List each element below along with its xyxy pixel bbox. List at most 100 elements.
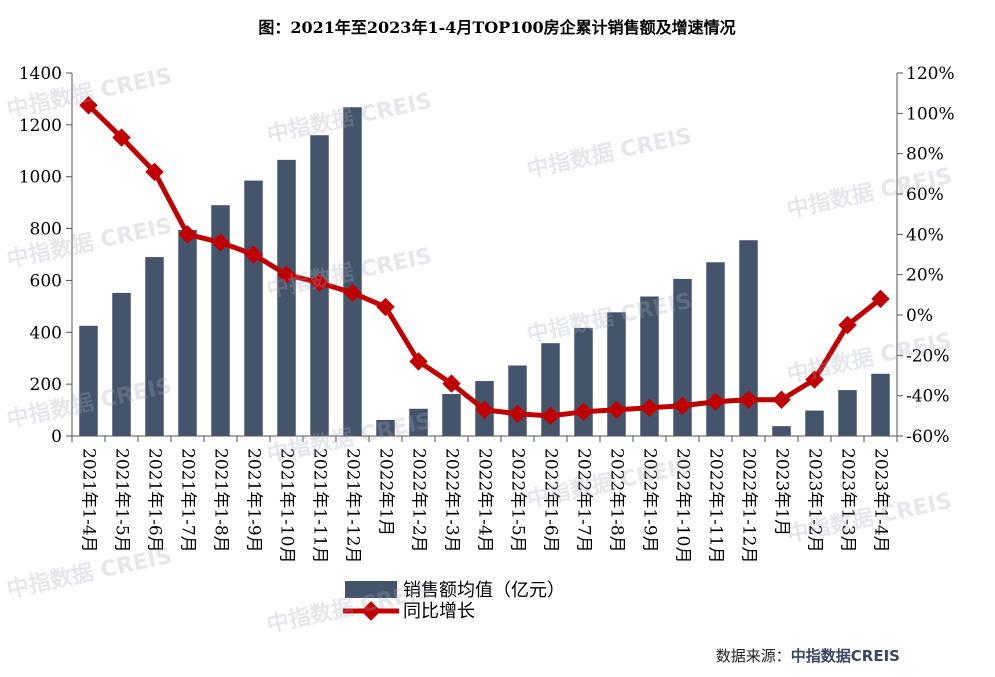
bar [772,426,791,436]
growth-marker [607,400,626,419]
x-tick-label: 2023年1-2月 [805,448,825,553]
legend-line-marker [361,601,381,621]
growth-marker [706,392,725,411]
x-tick-label: 2023年1-3月 [838,448,858,553]
growth-marker [376,297,395,317]
legend-line-label: 同比增长 [403,601,475,622]
x-tick-label: 2022年1-12月 [739,448,759,563]
source-brand: 中指数据CREIS [790,647,900,665]
bar [244,180,263,436]
left-tick-label: 600 [30,271,62,291]
x-tick-label: 2022年1-10月 [673,448,693,563]
x-tick-label: 2021年1-9月 [244,448,264,553]
left-tick-label: 1200 [19,116,62,136]
legend-bar-label: 销售额均值（亿元） [403,580,565,601]
bar [277,159,296,436]
x-tick-label: 2021年1-5月 [112,448,132,553]
bar [838,390,857,436]
right-tick-label: 20% [906,266,944,286]
bar [211,205,230,436]
growth-marker [112,128,131,147]
growth-marker [211,233,230,252]
bar [706,262,725,436]
right-tick-label: 120% [906,64,955,84]
bar [508,365,527,436]
growth-marker [673,396,692,415]
x-tick-label: 2022年1-11月 [706,448,726,563]
x-tick-label: 2021年1-4月 [79,448,99,553]
x-tick-label: 2022年1-6月 [541,448,561,553]
x-tick-label: 2022年1月 [376,448,396,536]
x-tick-label: 2022年1-2月 [409,448,429,553]
x-tick-label: 2022年1-4月 [475,448,495,553]
x-tick-label: 2022年1-5月 [508,448,528,553]
right-tick-label: 40% [906,225,944,245]
left-tick-label: 200 [30,375,62,395]
bar [640,296,659,436]
right-tick-label: 60% [906,185,944,205]
right-tick-label: 0% [906,306,933,326]
growth-marker [310,273,329,292]
growth-marker [343,283,362,303]
bar [112,292,131,436]
left-tick-label: 1000 [19,168,62,188]
growth-marker [805,370,824,389]
source-note: 数据来源：中指数据CREIS [716,645,900,666]
growth-marker [79,96,98,115]
left-tick-label: 0 [51,427,62,447]
right-tick-label: 100% [906,104,955,124]
x-tick-label: 2023年1-4月 [871,448,891,553]
bar [343,107,362,437]
bar [79,325,98,436]
growth-marker [574,402,593,421]
legend-bar-swatch [345,581,397,598]
growth-marker [772,390,791,409]
growth-marker [871,289,890,309]
x-tick-label: 2022年1-3月 [442,448,462,553]
growth-marker [541,406,560,426]
growth-marker [508,404,527,424]
x-tick-label: 2022年1-8月 [607,448,627,553]
growth-marker [277,265,296,284]
right-tick-label: 80% [906,145,944,165]
chart-title: 图：2021年至2023年1-4月TOP100房企累计销售额及增速情况 [258,18,735,37]
bar [442,393,461,436]
right-tick-label: -20% [906,346,950,366]
growth-marker [739,390,758,409]
bar [739,240,758,436]
bar [409,408,428,436]
x-tick-label: 2021年1-11月 [310,448,330,563]
left-tick-label: 1400 [19,64,62,84]
right-tick-label: -40% [906,387,950,407]
x-tick-label: 2022年1-9月 [640,448,660,553]
growth-marker [409,352,428,371]
x-tick-label: 2021年1-6月 [145,448,165,553]
right-tick-label: -60% [906,427,950,447]
x-tick-label: 2021年1-12月 [343,448,363,563]
growth-marker [475,400,494,419]
bar [178,229,197,436]
growth-marker [838,315,857,335]
left-tick-label: 400 [30,323,62,343]
bar [871,373,890,436]
growth-marker [178,225,197,244]
legend: 销售额均值（亿元） 同比增长 [343,580,565,622]
x-tick-label: 2021年1-10月 [277,448,297,563]
x-tick-label: 2023年1月 [772,448,792,536]
growth-line [86,103,883,419]
left-tick-label: 800 [30,220,62,240]
bar [805,410,824,436]
growth-marker [145,162,164,182]
growth-marker [244,245,263,264]
x-tick-label: 2021年1-7月 [178,448,198,553]
source-label: 数据来源： [715,647,791,665]
x-tick-label: 2022年1-7月 [574,448,594,553]
x-tick-label: 2021年1-8月 [211,448,231,553]
growth-marker [442,374,461,393]
bar [376,419,395,436]
bar [673,278,692,436]
growth-marker [640,398,659,417]
bar [145,257,164,436]
bar [607,312,626,436]
